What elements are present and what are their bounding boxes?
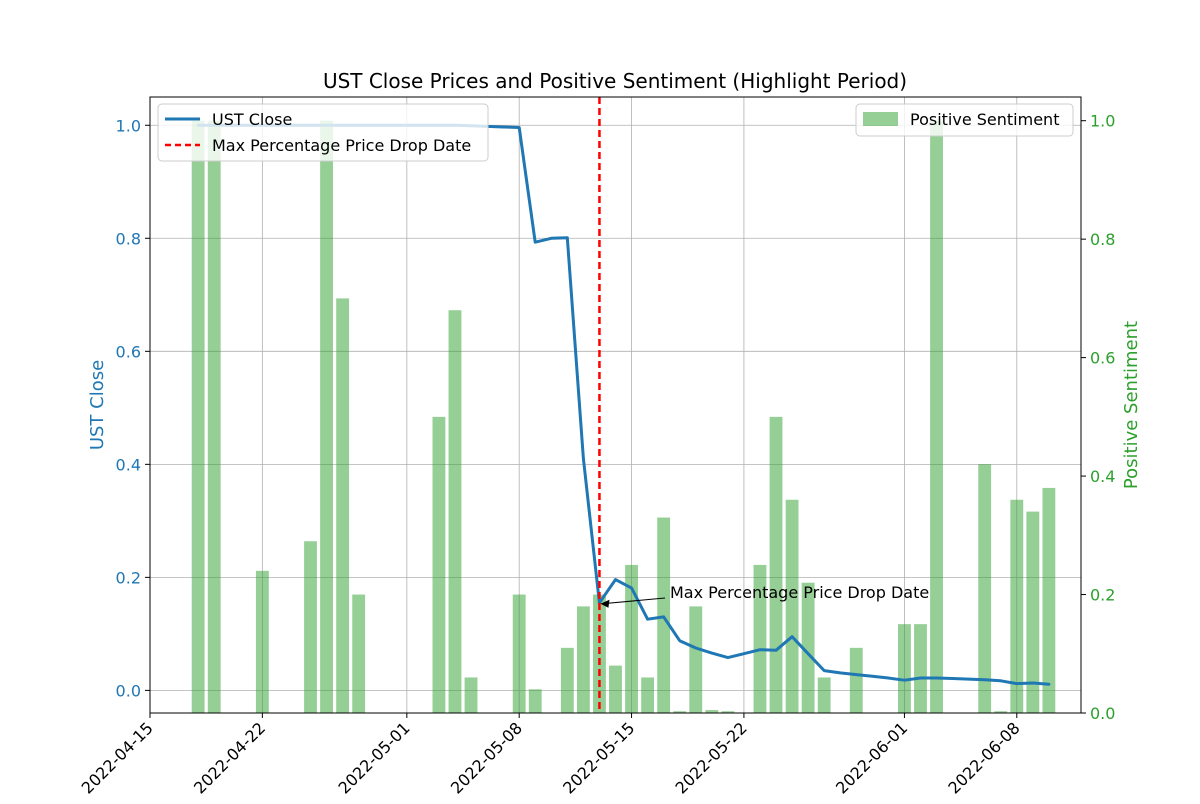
legend-left: UST Close Max Percentage Price Drop Date [157, 103, 489, 162]
right-y-tick-label: 0.2 [1090, 586, 1115, 605]
sentiment-bar [625, 564, 638, 713]
right-y-tick-label: 0.8 [1090, 230, 1115, 249]
annotation-arrow-head [600, 599, 610, 608]
sentiment-bar [1010, 499, 1024, 713]
left-y-tick-label: 1.0 [116, 116, 141, 135]
legend-item-drop-date: Max Percentage Price Drop Date [212, 136, 471, 155]
sentiment-bar [336, 298, 350, 713]
sentiment-bar [464, 677, 478, 713]
sentiment-bar [207, 120, 221, 713]
sentiment-bar [191, 120, 205, 713]
right-y-tick-label: 0.4 [1090, 467, 1115, 486]
legend-item-positive-sentiment: Positive Sentiment [910, 110, 1059, 129]
legend-item-ust-close: UST Close [212, 110, 292, 129]
right-y-tick-label: 1.0 [1090, 112, 1115, 131]
sentiment-bar [609, 665, 622, 713]
sentiment-bar [352, 594, 366, 713]
sentiment-bar [1042, 487, 1056, 713]
sentiment-bar [576, 606, 590, 713]
left-y-axis-label: UST Close [87, 360, 108, 450]
sentiment-bar [512, 594, 526, 713]
sentiment-bar [560, 647, 574, 713]
sentiment-bar [320, 120, 333, 713]
sentiment-bar [673, 711, 687, 713]
legend-right-box [855, 103, 1074, 137]
sentiment-bar [657, 517, 671, 713]
sentiment-bar [914, 624, 927, 713]
sentiment-bar [528, 689, 542, 713]
right-y-tick-label: 0.6 [1090, 349, 1115, 368]
annotation-text: Max Percentage Price Drop Date [670, 583, 929, 602]
left-y-tick-label: 0.2 [116, 568, 141, 587]
legend-bar-swatch [863, 112, 898, 126]
right-y-axis: 0.0 0.2 0.4 0.6 0.8 1.0 [1081, 112, 1115, 723]
left-y-axis: 0.0 0.2 0.4 0.6 0.8 1.0 [116, 116, 150, 700]
sentiment-bar [689, 606, 703, 713]
sentiment-bar [769, 416, 783, 713]
sentiment-bar [801, 582, 815, 713]
sentiment-bar [641, 677, 655, 713]
sentiment-bar [304, 541, 317, 713]
sentiment-bar [432, 416, 446, 713]
sentiment-bar [898, 624, 911, 713]
right-y-axis-label: Positive Sentiment [1121, 321, 1142, 489]
left-y-tick-label: 0.0 [116, 681, 141, 700]
plot-frame [149, 96, 1082, 714]
sentiment-bar [753, 564, 767, 713]
right-y-tick-label: 0.0 [1090, 704, 1115, 723]
left-y-tick-label: 0.8 [116, 229, 141, 248]
left-y-tick-label: 0.6 [116, 342, 141, 361]
sentiment-bar [705, 710, 719, 713]
sentiment-bar [817, 677, 831, 713]
sentiment-bar [721, 711, 735, 713]
sentiment-bars [191, 120, 1056, 713]
annotation-arrow-shaft [602, 597, 666, 605]
chart-title: UST Close Prices and Positive Sentiment … [323, 69, 907, 93]
sentiment-bar [994, 711, 1008, 713]
sentiment-bar [978, 464, 992, 713]
legend-right: Positive Sentiment [855, 103, 1074, 137]
sentiment-bar [930, 120, 943, 713]
left-y-tick-label: 0.4 [116, 455, 141, 474]
sentiment-bar [849, 647, 863, 713]
sentiment-bar [785, 499, 799, 713]
legend-left-box [157, 103, 489, 162]
sentiment-bar [448, 310, 462, 713]
sentiment-bar [1026, 511, 1040, 713]
annotation-layer: Max Percentage Price Drop Date [600, 583, 929, 608]
sentiment-bar [255, 570, 269, 713]
